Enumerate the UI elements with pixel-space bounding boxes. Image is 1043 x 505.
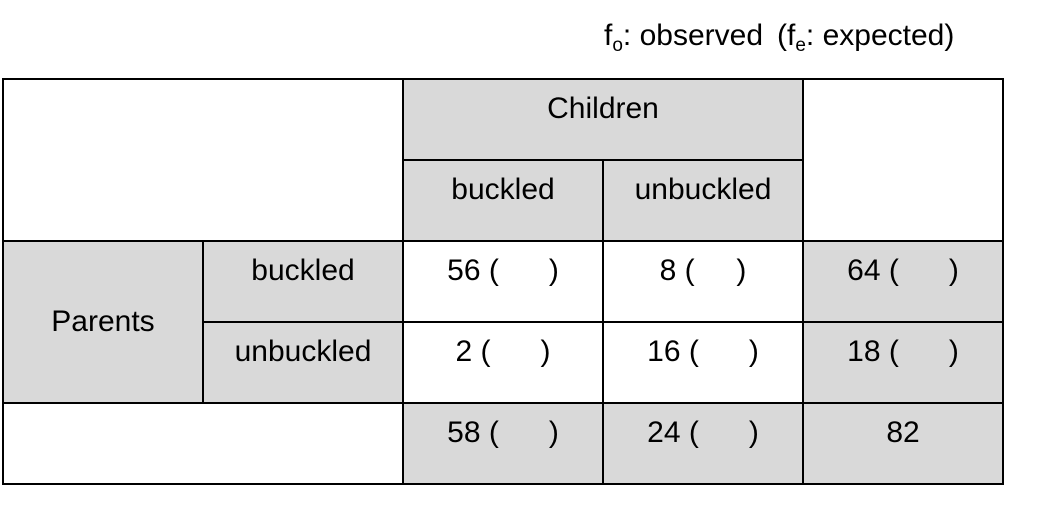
totals-label-cell xyxy=(2,402,404,485)
contingency-table: Children buckled unbuckled Parents buckl… xyxy=(2,78,1005,485)
row-total-unbuckled[interactable]: 18 ( ) xyxy=(802,321,1005,404)
header-row-2: buckled unbuckled xyxy=(3,159,1003,242)
grand-total: 82 xyxy=(802,402,1005,485)
corner-cell xyxy=(2,78,404,242)
column-header-unbuckled: unbuckled xyxy=(601,159,805,242)
row-header-unbuckled: unbuckled xyxy=(202,321,404,404)
row-header-buckled: buckled xyxy=(202,240,404,323)
cell-unbuckled-buckled[interactable]: 2 ( ) xyxy=(402,321,604,404)
observed-label: : observed xyxy=(622,19,764,52)
corner-total-cell xyxy=(802,78,1005,242)
table-row-parents-unbuckled: unbuckled 2 ( ) 16 ( ) 18 ( ) xyxy=(3,321,1005,404)
row-group-header: Parents xyxy=(2,240,204,404)
cell-buckled-buckled[interactable]: 56 ( ) xyxy=(402,240,604,323)
legend: fo: observed (fe: expected) xyxy=(604,16,954,56)
expected-open: (f xyxy=(777,19,796,52)
observed-symbol: f xyxy=(604,19,613,52)
column-group-header: Children xyxy=(401,78,805,161)
header-row-1: Children xyxy=(2,78,1005,242)
column-total-buckled[interactable]: 58 ( ) xyxy=(402,402,604,485)
column-header-buckled: buckled xyxy=(402,159,604,242)
column-total-unbuckled[interactable]: 24 ( ) xyxy=(601,402,805,485)
cell-unbuckled-unbuckled[interactable]: 16 ( ) xyxy=(601,321,805,404)
expected-subscript: e xyxy=(795,35,806,56)
table-row-totals: 58 ( ) 24 ( ) 82 xyxy=(2,402,1005,485)
expected-label: : expected) xyxy=(805,19,955,52)
row-total-buckled[interactable]: 64 ( ) xyxy=(802,240,1005,323)
cell-buckled-unbuckled[interactable]: 8 ( ) xyxy=(601,240,805,323)
table-row-parents-buckled: Parents buckled 56 ( ) 8 ( ) 64 ( ) xyxy=(2,240,1005,404)
observed-subscript: o xyxy=(612,35,623,56)
